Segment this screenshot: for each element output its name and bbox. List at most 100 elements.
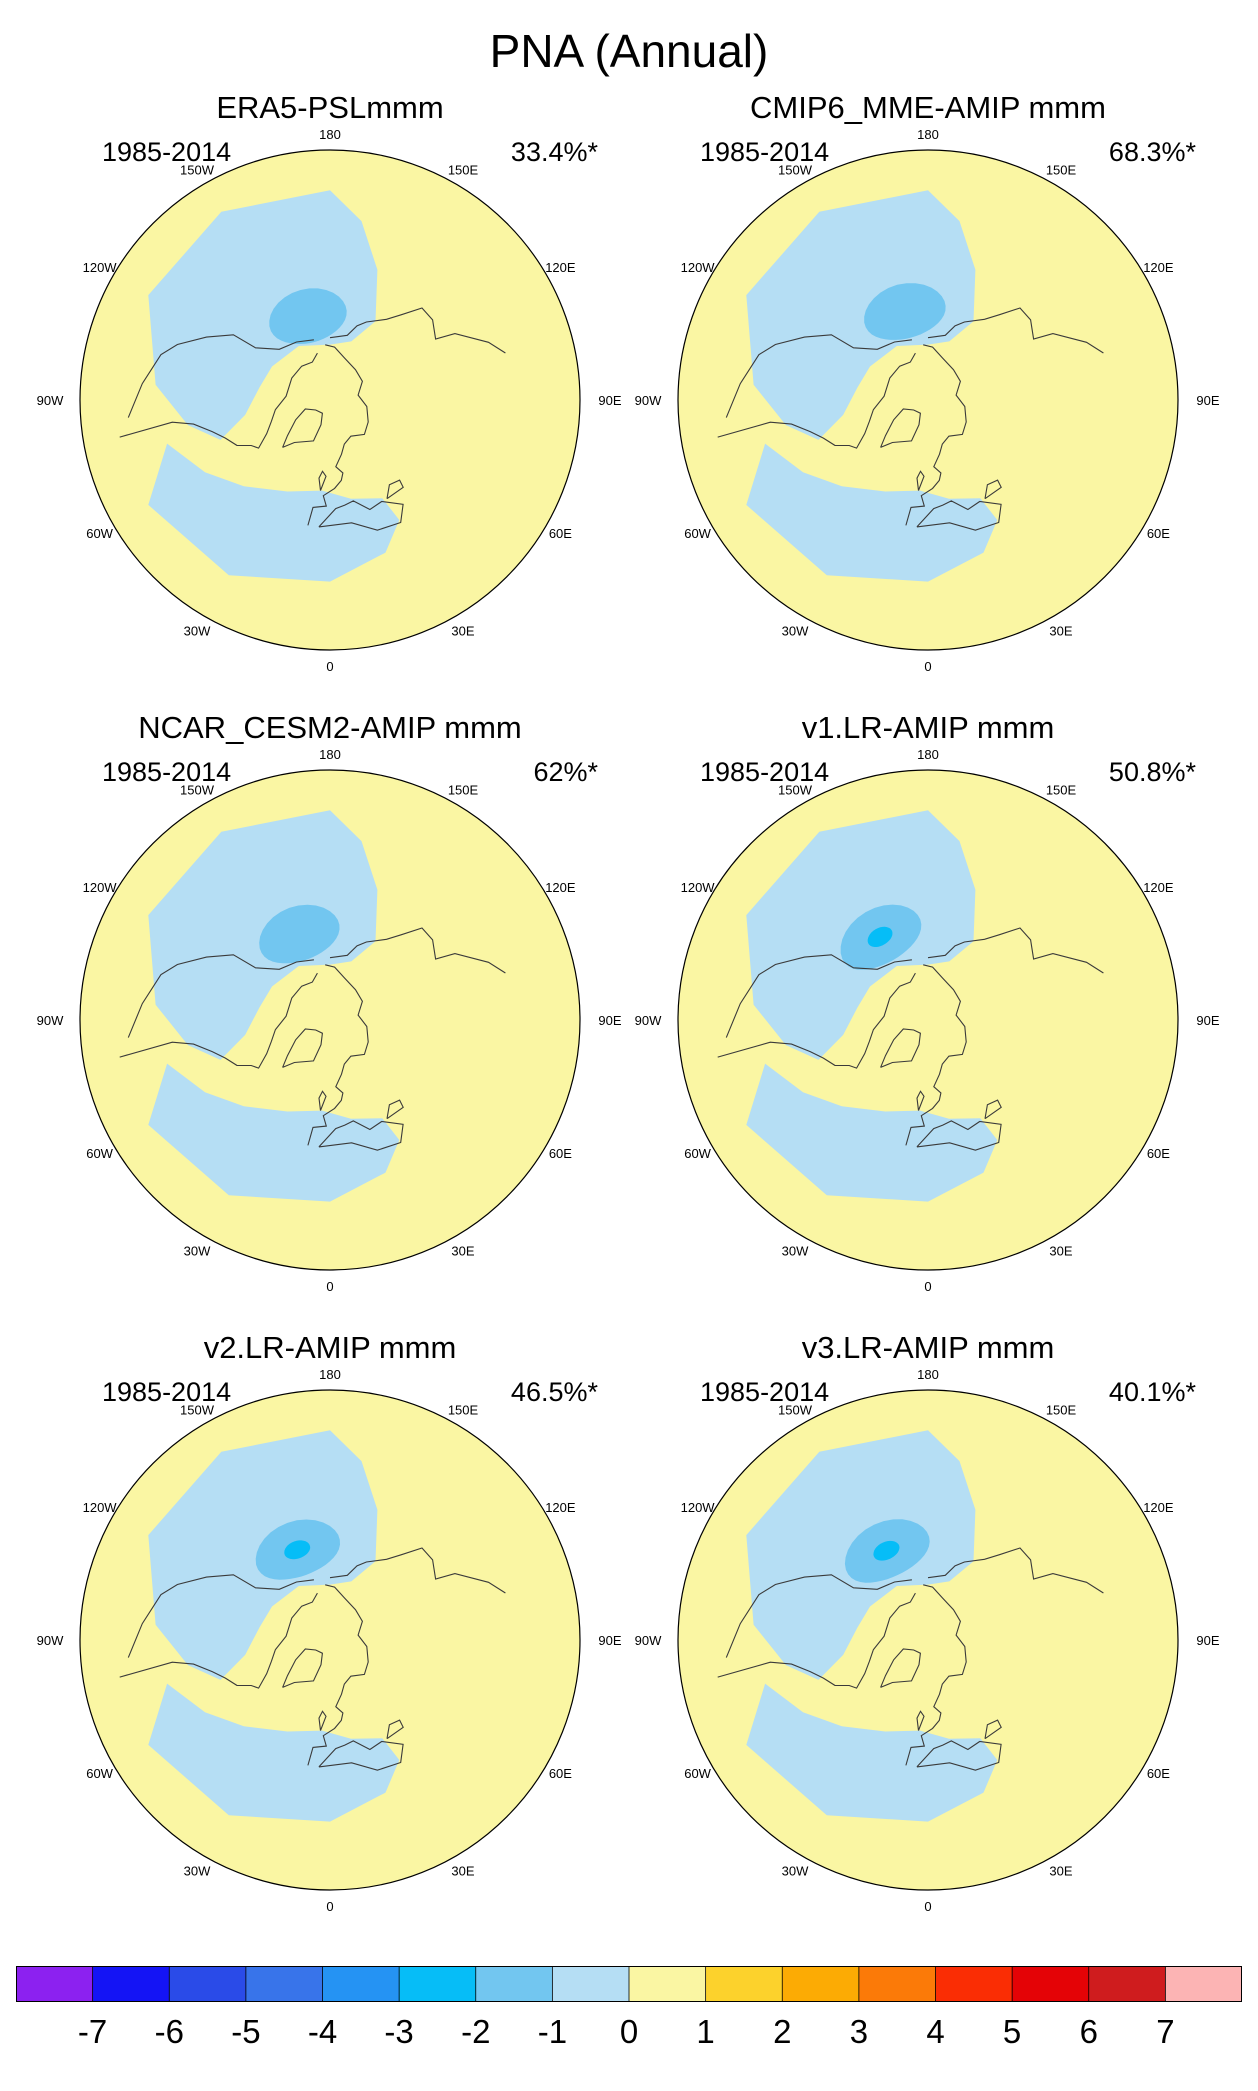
longitude-label: 120E — [1143, 260, 1174, 275]
longitude-label: 150W — [180, 783, 215, 798]
map-border — [79, 769, 581, 1271]
longitude-label: 150W — [778, 1403, 813, 1418]
longitude-label: 30E — [1049, 623, 1072, 638]
colorbar-swatch — [935, 1966, 1013, 2002]
variance-label: 40.1%* — [1108, 1377, 1196, 1407]
coastline — [386, 1719, 404, 1740]
coastline — [916, 1090, 925, 1111]
colorbar-swatch — [16, 1966, 93, 2002]
coastline — [307, 344, 369, 526]
coastline — [916, 1740, 1002, 1771]
longitude-label: 120W — [681, 1500, 716, 1515]
longitude-label: 90E — [1196, 393, 1219, 408]
colorbar-tick-label: -5 — [231, 2013, 261, 2050]
longitude-label: 60E — [1147, 1146, 1170, 1161]
coastline — [916, 470, 925, 491]
negative-anomaly-band — [148, 443, 400, 582]
longitude-label: 120E — [1143, 1500, 1174, 1515]
coastline — [386, 1099, 404, 1120]
period-label: 1985-2014 — [102, 137, 232, 167]
longitude-label: 150E — [448, 1403, 479, 1418]
coastline — [725, 954, 912, 1038]
longitude-label: 120W — [681, 260, 716, 275]
coastline — [119, 1592, 318, 1689]
coastline — [905, 1584, 967, 1766]
coastline — [318, 1120, 404, 1151]
longitude-label: 30E — [451, 1863, 474, 1878]
coastline — [318, 500, 404, 531]
longitude-label: 60W — [86, 526, 113, 541]
colorbar-tick-label: 4 — [926, 2013, 945, 2050]
longitude-label: 0 — [326, 659, 333, 674]
coastline — [880, 408, 921, 448]
period-label: 1985-2014 — [700, 757, 830, 787]
longitude-label: 90W — [37, 393, 64, 408]
longitude-label: 60W — [684, 1766, 711, 1781]
longitude-label: 90W — [37, 1633, 64, 1648]
coastline — [984, 479, 1002, 500]
variance-label: 68.3%* — [1108, 137, 1196, 167]
polar-map: 180 150E 120E 90E 60E 30E 0 30W 60W 90W 120W 150W — [635, 748, 1220, 1294]
colorbar-tick-label: -1 — [537, 2013, 568, 2050]
coastline — [717, 1592, 916, 1689]
colorbar-swatch — [245, 1966, 323, 2002]
longitude-label: 60E — [549, 1146, 572, 1161]
longitude-label: 150E — [448, 783, 479, 798]
panel-v2-lr: v2.LR-AMIP mmm 1985-2014 46.5%* 180 150E 1… — [30, 1328, 630, 1948]
colorbar-swatch — [1012, 1966, 1090, 2002]
period-label: 1985-2014 — [102, 757, 232, 787]
longitude-label: 150W — [778, 163, 813, 178]
longitude-label: 120E — [1143, 880, 1174, 895]
negative-anomaly-band — [746, 1063, 998, 1202]
coastline — [927, 307, 1104, 354]
colorbar-swatch — [169, 1966, 247, 2002]
longitude-label: 30W — [782, 1863, 809, 1878]
colorbar-tick-label: -2 — [461, 2013, 491, 2050]
longitude-label: 30W — [782, 623, 809, 638]
longitude-label: 120E — [545, 1500, 576, 1515]
longitude-label: 90W — [635, 393, 662, 408]
longitude-label: 60E — [549, 1766, 572, 1781]
coastline — [318, 1090, 327, 1111]
negative-anomaly-core — [873, 1540, 900, 1561]
panel-title: NCAR_CESM2-AMIP mmm — [138, 710, 522, 745]
polar-map: 180 150E 120E 90E 60E 30E 0 30W 60W 90W 120W 150W — [37, 748, 622, 1294]
longitude-label: 60E — [549, 526, 572, 541]
coastline — [329, 927, 506, 974]
colorbar-swatch — [552, 1966, 630, 2002]
colorbar-swatch — [858, 1966, 936, 2002]
coastline — [127, 334, 314, 418]
longitude-label: 180 — [917, 128, 939, 142]
negative-anomaly-band — [148, 1063, 400, 1202]
period-label: 1985-2014 — [700, 137, 830, 167]
colorbar-tick-label: 5 — [1002, 2013, 1022, 2050]
longitude-label: 0 — [326, 1899, 333, 1914]
longitude-label: 30E — [1049, 1243, 1072, 1258]
period-label: 1985-2014 — [102, 1377, 232, 1407]
longitude-label: 60E — [1147, 1766, 1170, 1781]
variance-label: 62%* — [533, 757, 598, 787]
coastline — [725, 1574, 912, 1658]
polar-map: 180 150E 120E 90E 60E 30E 0 30W 60W 90W 120W 150W — [635, 1368, 1220, 1914]
longitude-label: 150E — [1046, 1403, 1077, 1418]
coastline — [127, 954, 314, 1038]
colorbar-tick-label: 1 — [696, 2013, 715, 2050]
coastline — [119, 352, 318, 449]
longitude-label: 60W — [86, 1766, 113, 1781]
coastline — [916, 500, 1002, 531]
longitude-label: 120E — [545, 260, 576, 275]
map-border — [677, 769, 1179, 1271]
variance-label: 46.5%* — [510, 1377, 598, 1407]
longitude-label: 0 — [924, 1899, 931, 1914]
negative-anomaly-center — [259, 904, 340, 964]
panel-title: v3.LR-AMIP mmm — [801, 1330, 1055, 1365]
longitude-label: 150W — [778, 783, 813, 798]
coastline — [984, 1719, 1002, 1740]
coastline — [386, 479, 404, 500]
longitude-label: 30E — [451, 623, 474, 638]
longitude-label: 0 — [924, 659, 931, 674]
longitude-label: 90E — [1196, 1013, 1219, 1028]
longitude-label: 120W — [83, 1500, 118, 1515]
negative-anomaly-core — [867, 926, 893, 947]
variance-label: 33.4%* — [510, 137, 598, 167]
